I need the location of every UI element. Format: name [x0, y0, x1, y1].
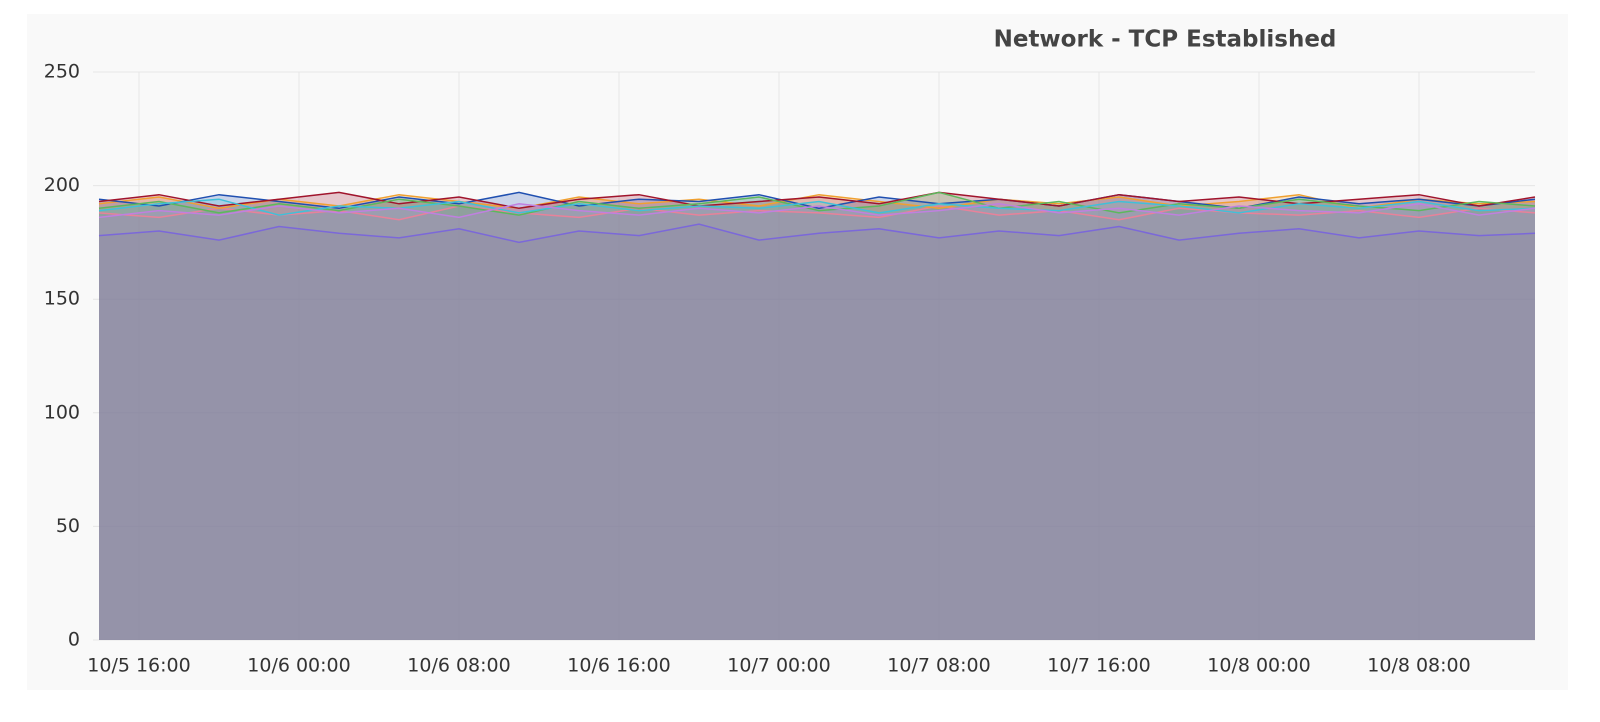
- area: [99, 224, 1535, 640]
- line: [98, 198, 1536, 216]
- y-tick-label: 150: [44, 288, 80, 310]
- x-tick-label: 10/6 00:00: [247, 655, 350, 677]
- y-tick-label: 0: [68, 629, 80, 651]
- line: [98, 191, 1536, 216]
- x-tick-label: 10/6 16:00: [567, 655, 670, 677]
- y-tick-label: 200: [44, 174, 80, 196]
- line: [98, 191, 1536, 210]
- x-tick-label: 10/8 00:00: [1207, 655, 1310, 677]
- area: [99, 206, 1535, 640]
- x-tick-label: 10/8 08:00: [1367, 655, 1470, 677]
- x-tick-label: 10/7 16:00: [1047, 655, 1150, 677]
- y-tick-label: 250: [44, 61, 80, 83]
- y-tick-label: 100: [44, 401, 80, 423]
- x-tick-label: 10/6 08:00: [407, 655, 510, 677]
- area: [99, 194, 1535, 640]
- line: [98, 223, 1536, 244]
- panel: [27, 14, 1568, 690]
- x-tick-label: 10/7 00:00: [727, 655, 830, 677]
- area: [99, 192, 1535, 640]
- x-tick-label: 10/5 16:00: [87, 655, 190, 677]
- area: [99, 192, 1535, 640]
- y-tick-label: 50: [56, 515, 80, 537]
- line: [98, 203, 1536, 219]
- x-tick-label: 10/7 08:00: [887, 655, 990, 677]
- chart-title: Network - TCP Established: [994, 27, 1337, 53]
- area: [99, 192, 1535, 640]
- area: [99, 199, 1535, 640]
- area: [99, 203, 1535, 641]
